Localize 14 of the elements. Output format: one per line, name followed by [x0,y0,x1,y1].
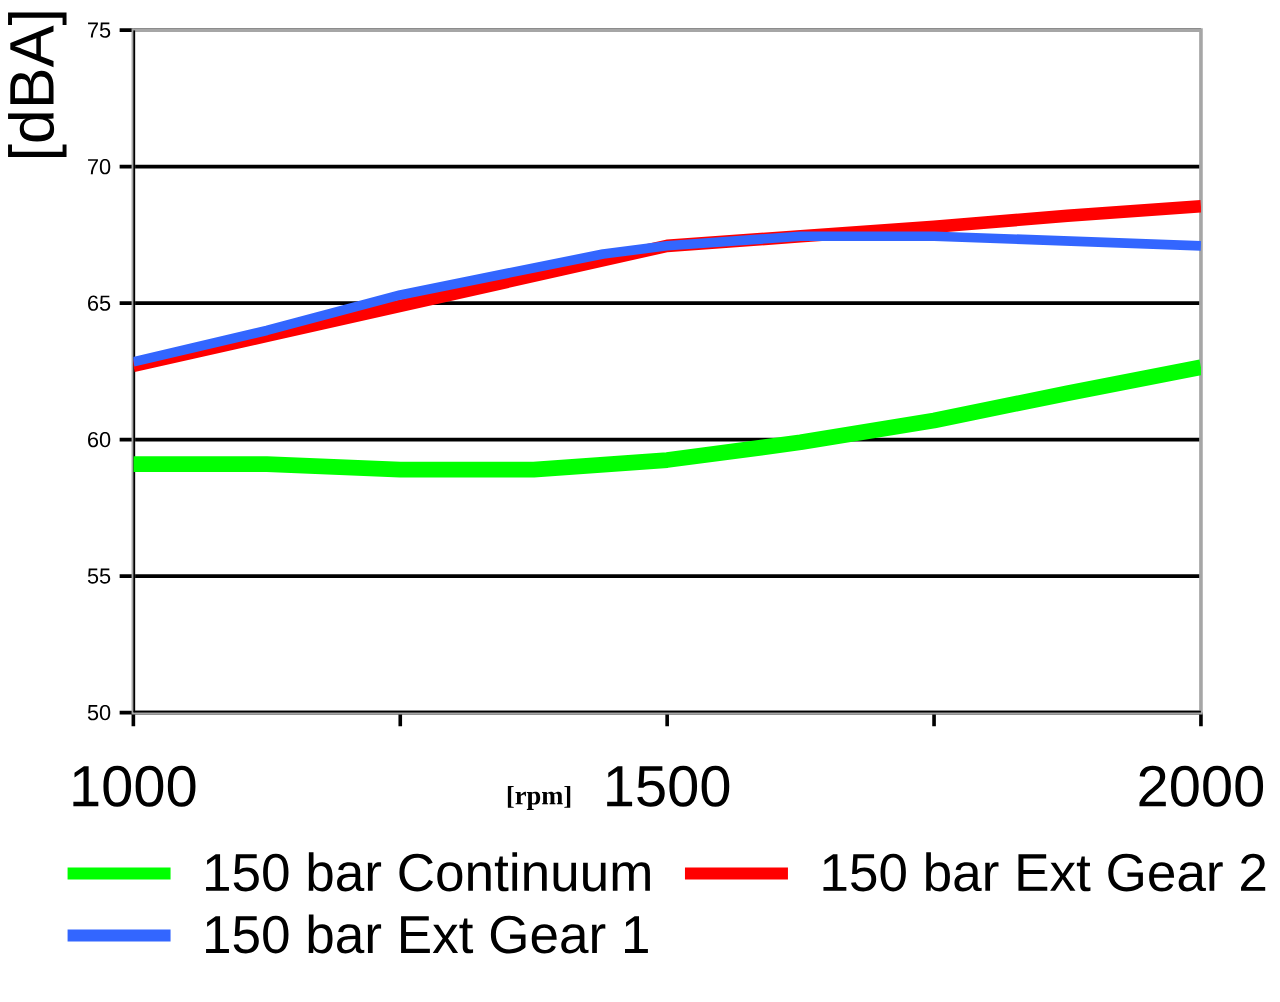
x-axis-title: [rpm] [507,786,571,811]
legend-label: 150 bar Ext Gear 2 [823,852,1266,892]
x-tick-label: 1000 [73,765,196,807]
y-tick-label: 55 [87,568,111,584]
x-tick-label: 1500 [607,765,730,807]
y-tick-label: 75 [88,22,111,38]
legend-label: 150 bar Ext Gear 1 [206,914,648,954]
legend-label: 150 bar Continuum [206,852,650,892]
y-axis-title: [dBA] [8,12,67,158]
y-tick-label: 70 [88,159,111,175]
y-tick-label: 65 [88,295,111,312]
y-tick-label: 50 [87,705,111,721]
x-tick-label: 2000 [1139,765,1264,807]
y-tick-label: 60 [88,432,111,448]
